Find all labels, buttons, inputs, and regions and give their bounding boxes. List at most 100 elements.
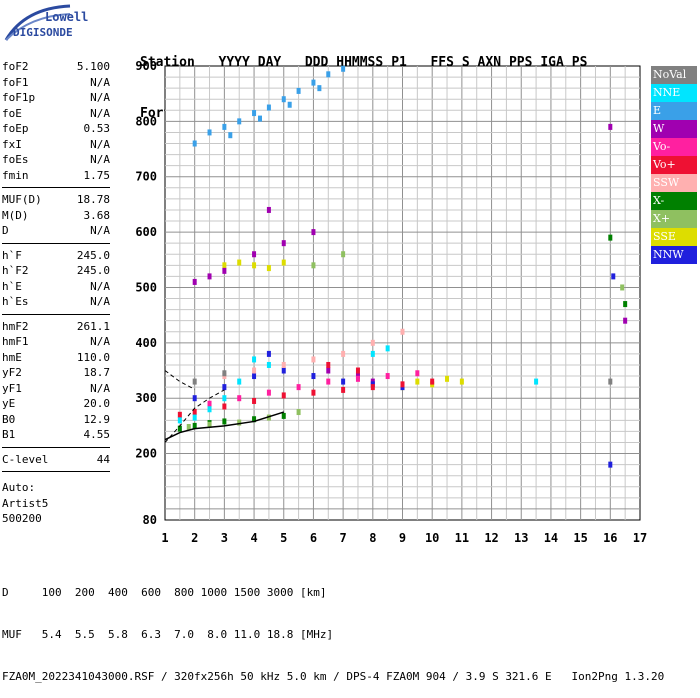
param-name: yE	[2, 397, 16, 410]
data-point-vo-	[281, 392, 286, 399]
param-name: foF1p	[2, 91, 36, 104]
param-value: N/A	[90, 224, 110, 237]
data-point-e	[207, 129, 212, 136]
data-point-w	[207, 273, 212, 280]
auto-scaling-info: 500200	[2, 512, 42, 525]
x-tick-label: 13	[514, 531, 528, 545]
param-name: foF1	[2, 75, 29, 89]
param-name: foE	[2, 106, 22, 120]
data-point-x-	[186, 423, 191, 430]
y-tick-label: 300	[135, 391, 157, 405]
data-point-x-	[623, 301, 628, 308]
footer-file-info: FZA0M_2022341043000.RSF / 320fx256h 50 k…	[2, 670, 665, 683]
param-row: yF1 N/A	[2, 382, 110, 396]
x-tick-label: 1	[161, 531, 168, 545]
y-tick-label: 700	[135, 170, 157, 184]
data-point-vo-	[341, 386, 346, 393]
legend-item: NoVal	[651, 66, 697, 84]
data-point-sse	[237, 259, 242, 266]
param-row: B0 12.9	[2, 413, 110, 427]
data-point-nne	[207, 406, 212, 413]
param-value: N/A	[90, 295, 110, 308]
y-tick-label: 800	[135, 114, 157, 128]
data-point-e	[258, 115, 262, 122]
param-separator	[2, 471, 110, 472]
param-value: 0.53	[83, 122, 111, 135]
y-tick-label: 600	[135, 225, 157, 239]
data-point-sse	[415, 378, 420, 385]
data-point-vo-	[266, 389, 271, 396]
data-point-x-	[311, 262, 316, 269]
data-point-vo-	[177, 411, 182, 418]
param-value: 245.0	[76, 264, 110, 277]
data-point-e	[266, 104, 271, 111]
data-point-nne	[385, 345, 390, 352]
profile-curve	[164, 411, 284, 441]
x-tick-label: 4	[250, 531, 257, 545]
param-name: hmE	[2, 350, 22, 364]
data-point-x-	[207, 421, 212, 428]
y-tick-label: 400	[135, 336, 157, 350]
param-name: MUF(D)	[2, 193, 42, 206]
param-value: N/A	[90, 153, 110, 166]
data-point-ssw	[341, 350, 346, 357]
data-point-x-	[177, 425, 182, 432]
y-tick-label: 900	[135, 59, 157, 73]
data-point-x-	[237, 419, 242, 426]
profile-dashed-upper	[164, 389, 225, 443]
data-point-sse	[266, 265, 271, 272]
param-name: M(D)	[2, 208, 29, 222]
legend-item: W	[651, 120, 697, 138]
param-row: h`Es N/A	[2, 295, 110, 309]
param-value: N/A	[90, 75, 110, 89]
param-row: foF1 N/A	[2, 76, 110, 90]
data-point-vo-	[311, 389, 316, 396]
param-value: 3.68	[83, 208, 111, 222]
data-point-noval	[192, 378, 197, 385]
header-label-cell: S	[461, 55, 470, 70]
param-row: yE 20.0	[2, 397, 110, 411]
param-value: 1.75	[83, 168, 111, 182]
param-name: D	[2, 224, 9, 237]
param-value: 12.9	[83, 412, 111, 426]
data-point-e	[296, 87, 301, 94]
param-value: 18.78	[76, 193, 110, 206]
param-name: yF2	[2, 366, 22, 379]
param-row: h`E N/A	[2, 280, 110, 294]
legend-item: Vo+	[651, 156, 697, 174]
param-row: M(D) 3.68	[2, 209, 110, 223]
data-point-ssw	[370, 339, 375, 346]
data-point-nne	[266, 361, 271, 368]
x-tick-label: 5	[280, 531, 287, 545]
profile-dashed-lower	[164, 370, 195, 390]
data-point-e	[222, 123, 227, 130]
data-point-nne	[177, 417, 182, 424]
param-row: B1 4.55	[2, 428, 110, 442]
data-point-nnw	[222, 384, 227, 391]
param-name: foEp	[2, 122, 29, 135]
param-value: N/A	[90, 106, 110, 120]
x-tick-label: 2	[191, 531, 198, 545]
data-point-x-	[341, 251, 346, 258]
data-point-e	[326, 71, 331, 78]
data-point-sse	[445, 375, 450, 382]
data-point-w	[192, 278, 197, 285]
y-tick-label: 200	[135, 447, 157, 461]
param-name: h`F2	[2, 264, 29, 277]
data-point-ssw	[281, 361, 286, 368]
param-name: fxI	[2, 137, 22, 151]
param-name: B0	[2, 412, 16, 426]
param-name: B1	[2, 428, 16, 441]
data-point-x-	[281, 412, 286, 419]
param-value: N/A	[90, 91, 110, 104]
footer-muf-row: MUF 5.4 5.5 5.8 6.3 7.0 8.0 11.0 18.8 [M…	[2, 628, 334, 641]
data-point-vo-	[430, 378, 435, 385]
param-row: fmin 1.75	[2, 169, 110, 183]
param-row: hmE 110.0	[2, 351, 110, 365]
param-row: D N/A	[2, 224, 110, 238]
data-point-x-	[620, 284, 625, 291]
param-name: h`E	[2, 279, 22, 293]
param-row: fxI N/A	[2, 138, 110, 152]
param-name: C-level	[2, 452, 49, 466]
param-separator	[2, 187, 110, 188]
